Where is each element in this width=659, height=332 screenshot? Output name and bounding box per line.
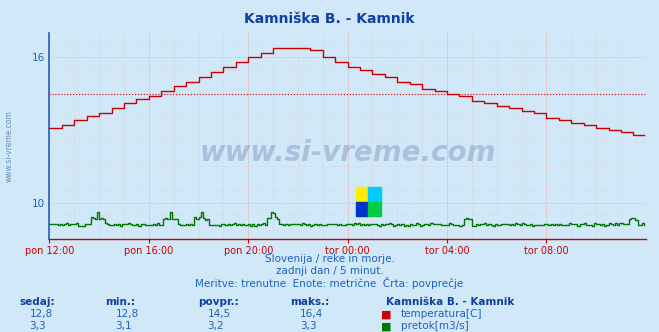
Text: Slovenija / reke in morje.: Slovenija / reke in morje. — [264, 254, 395, 264]
Text: Kamniška B. - Kamnik: Kamniška B. - Kamnik — [244, 12, 415, 26]
Text: 12,8: 12,8 — [30, 309, 53, 319]
Text: min.:: min.: — [105, 297, 136, 307]
Text: 16,4: 16,4 — [300, 309, 323, 319]
Text: ■: ■ — [381, 309, 391, 319]
Text: maks.:: maks.: — [290, 297, 330, 307]
Text: ■: ■ — [381, 321, 391, 331]
Text: temperatura[C]: temperatura[C] — [401, 309, 482, 319]
Text: 3,2: 3,2 — [208, 321, 224, 331]
Text: 3,3: 3,3 — [300, 321, 316, 331]
Text: Kamniška B. - Kamnik: Kamniška B. - Kamnik — [386, 297, 514, 307]
Text: www.si-vreme.com: www.si-vreme.com — [200, 138, 496, 167]
Text: 3,3: 3,3 — [30, 321, 46, 331]
Text: zadnji dan / 5 minut.: zadnji dan / 5 minut. — [275, 266, 384, 276]
Bar — [356, 202, 368, 216]
Text: Meritve: trenutne  Enote: metrične  Črta: povprečje: Meritve: trenutne Enote: metrične Črta: … — [195, 277, 464, 289]
Text: sedaj:: sedaj: — [20, 297, 55, 307]
Bar — [368, 202, 381, 216]
Text: povpr.:: povpr.: — [198, 297, 239, 307]
Bar — [356, 187, 368, 202]
Text: www.si-vreme.com: www.si-vreme.com — [5, 110, 14, 182]
Text: 3,1: 3,1 — [115, 321, 132, 331]
Text: 14,5: 14,5 — [208, 309, 231, 319]
Text: pretok[m3/s]: pretok[m3/s] — [401, 321, 469, 331]
Bar — [368, 187, 381, 202]
Text: 12,8: 12,8 — [115, 309, 138, 319]
